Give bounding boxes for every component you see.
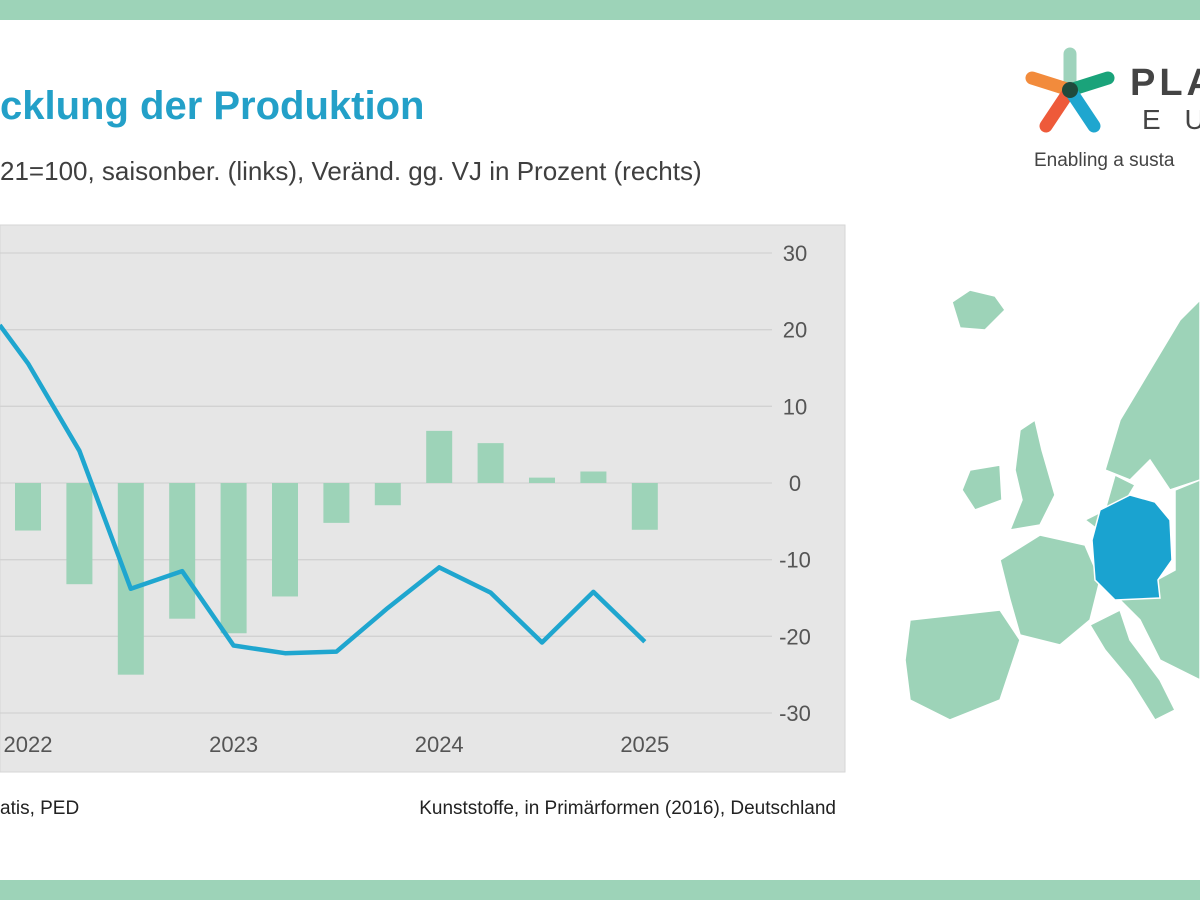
bar <box>220 483 247 634</box>
y-tick-label: 10 <box>783 394 807 419</box>
production-chart: 30 20 10 0 -10 -20 -30 2022 2023 2024 2025 <box>0 224 846 773</box>
bar <box>426 430 453 483</box>
bar <box>169 483 196 619</box>
logo-text-line1: PLA <box>1130 62 1200 104</box>
top-band <box>0 0 1200 20</box>
y-tick-label: 30 <box>783 241 807 266</box>
page-subtitle: 21=100, saisonber. (links), Veränd. gg. … <box>0 156 702 186</box>
series-note: Kunststoffe, in Primärformen (2016), Deu… <box>419 798 836 819</box>
x-tick-label: 2025 <box>620 732 669 757</box>
y-tick-label: -10 <box>779 548 811 573</box>
bar <box>580 471 607 483</box>
bar <box>323 483 350 523</box>
bar <box>631 483 658 530</box>
chart-background <box>0 224 846 773</box>
bar <box>272 483 298 597</box>
y-tick-label: -20 <box>779 624 811 649</box>
page-title: cklung der Produktion <box>0 84 425 128</box>
y-tick-label: 0 <box>789 471 801 496</box>
bar <box>117 483 144 675</box>
italy <box>1088 608 1177 721</box>
x-tick-label: 2023 <box>209 732 258 757</box>
y-tick-label: 20 <box>783 318 807 343</box>
x-tick-label: 2024 <box>415 732 464 757</box>
uk <box>1008 418 1056 531</box>
iberia <box>904 609 1021 721</box>
x-tick-label: 2022 <box>4 732 53 757</box>
bar <box>477 443 504 483</box>
bar <box>374 483 401 506</box>
france <box>999 534 1101 646</box>
bar <box>15 483 41 531</box>
europe-map <box>904 289 1200 721</box>
bar <box>66 483 93 585</box>
ireland <box>961 464 1003 511</box>
star-logo-icon <box>1025 47 1115 133</box>
plastics-europe-logo: PLA E U Enabling a susta <box>1020 44 1200 171</box>
bottom-band <box>0 880 1200 900</box>
bar <box>529 477 555 483</box>
index-line <box>0 323 647 656</box>
logo-tagline: Enabling a susta <box>1034 150 1175 171</box>
source-note: atis, PED <box>0 798 80 819</box>
germany-highlight <box>1091 494 1173 601</box>
iceland <box>951 289 1006 331</box>
scandinavia <box>1104 298 1200 491</box>
y-tick-label: -30 <box>779 701 811 726</box>
central-east-europe <box>1118 479 1200 681</box>
logo-text-line2: E U <box>1142 104 1200 135</box>
